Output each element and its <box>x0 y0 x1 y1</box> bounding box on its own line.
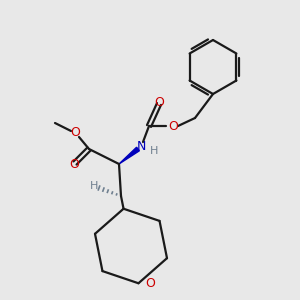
Text: O: O <box>70 127 80 140</box>
Text: H: H <box>90 181 98 191</box>
Text: O: O <box>168 119 178 133</box>
Text: O: O <box>146 277 155 290</box>
Text: O: O <box>154 97 164 110</box>
Text: N: N <box>136 140 146 152</box>
Polygon shape <box>119 147 140 164</box>
Text: O: O <box>69 158 79 170</box>
Text: H: H <box>150 146 158 156</box>
